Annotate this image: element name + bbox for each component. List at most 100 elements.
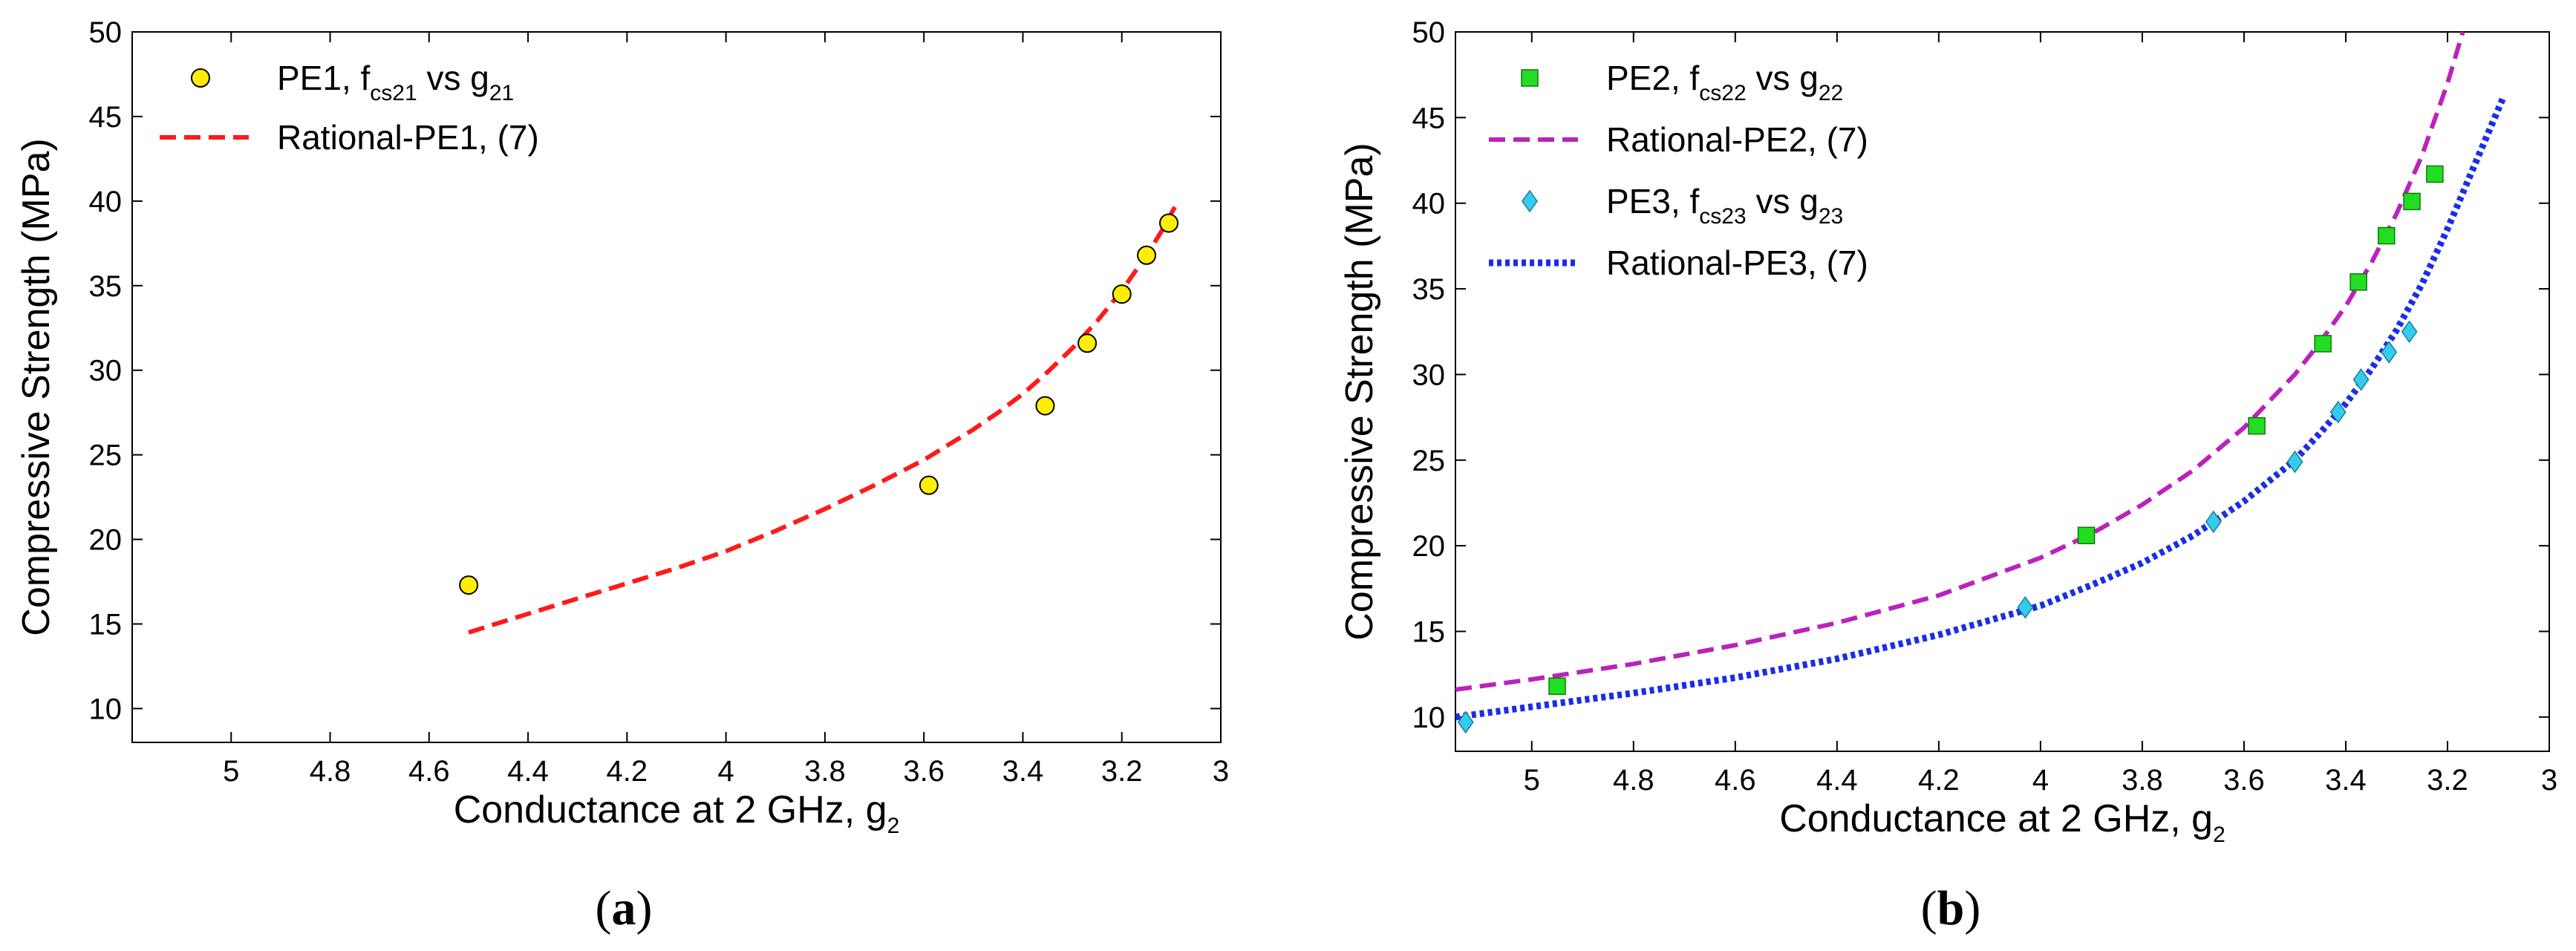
legend-marker xyxy=(1521,69,1539,87)
legend-label: PE2, fcs22 vs g22 xyxy=(1606,59,1843,105)
x-tick-label: 4.4 xyxy=(1816,764,1858,797)
y-axis-label: Compressive Strength (MPa) xyxy=(15,138,58,635)
legend-label-mid: vs g xyxy=(1747,59,1819,97)
legend-label-mid: vs g xyxy=(1747,182,1819,220)
y-tick-label: 10 xyxy=(89,693,123,725)
x-tick-label: 4.8 xyxy=(1613,764,1654,797)
data-point xyxy=(1077,333,1098,353)
y-axis-label: Compressive Strength (MPa) xyxy=(1338,143,1381,640)
data-point xyxy=(2017,595,2034,619)
panel-caption: (b) xyxy=(1921,881,1981,935)
data-point xyxy=(1035,396,1055,416)
legend-label-subscript: cs21 xyxy=(370,81,417,105)
x-axis-label: Conductance at 2 GHz, g2 xyxy=(1779,797,2226,847)
plot-frame xyxy=(1455,31,2550,752)
legend-label-subscript: cs22 xyxy=(1699,81,1746,105)
data-point xyxy=(2401,320,2418,344)
x-axis-label: Conductance at 2 GHz, g2 xyxy=(454,788,900,838)
data-point xyxy=(459,575,479,595)
panel-a: 5 4.8 4.6 4.4 4.2 4 3.8 3.6 3.4 3.2 3 10 15 20 25 30 35 4… xyxy=(15,16,1229,935)
x-tick-label: 5 xyxy=(223,755,239,788)
y-tick-label: 10 xyxy=(1412,702,1446,734)
legend-label-subscript: cs23 xyxy=(1699,204,1746,229)
panel-b: 5 4.8 4.6 4.4 4.2 4 3.8 3.6 3.4 3.2 3 10 15 20 25 30 35 4… xyxy=(1338,16,2557,935)
x-tick-label: 4 xyxy=(718,755,734,788)
legend-label: Rational-PE2, (7) xyxy=(1606,120,1868,159)
data-point xyxy=(2286,450,2303,474)
data-point xyxy=(2352,368,2370,391)
y-tick-label: 15 xyxy=(89,609,123,641)
caption-close-paren: ) xyxy=(636,881,653,935)
x-tick-label: 3.2 xyxy=(2427,764,2468,797)
legend-label-subscript-2: 23 xyxy=(1819,204,1843,229)
x-tick-label: 3.4 xyxy=(1002,755,1044,788)
x-tick-label: 3.6 xyxy=(903,755,945,788)
y-tick-label: 50 xyxy=(1412,16,1446,49)
x-tick-label: 3.2 xyxy=(1101,755,1143,788)
x-tick-label: 3 xyxy=(1213,755,1229,788)
legend-label-main: PE1, f xyxy=(277,59,371,97)
data-point xyxy=(2381,341,2398,364)
series-line-rational-pe1-7 xyxy=(468,203,1178,635)
y-tick-label: 15 xyxy=(1412,616,1446,649)
data-point xyxy=(1137,245,1157,265)
legend: PE1, fcs21 vs g21 Rational-PE1, (7) xyxy=(160,59,539,157)
legend-label: PE1, fcs21 vs g21 xyxy=(277,59,514,105)
y-tick-label: 50 xyxy=(89,16,123,49)
y-tick-label: 25 xyxy=(89,439,123,472)
x-tick-label: 4.2 xyxy=(607,755,648,788)
x-tick-label: 5 xyxy=(1524,764,1540,797)
y-tick-label: 20 xyxy=(1412,530,1446,563)
data-point xyxy=(2329,400,2347,424)
caption-letter: b xyxy=(1937,881,1965,935)
data-point xyxy=(2426,165,2444,183)
x-tick-label: 3.8 xyxy=(804,755,846,788)
x-tick-label: 3 xyxy=(2541,764,2557,797)
legend-label-main: PE2, f xyxy=(1606,59,1700,97)
caption-open-paren: ( xyxy=(596,881,612,935)
caption-close-paren: ) xyxy=(1964,881,1980,935)
legend-label: Rational-PE1, (7) xyxy=(277,118,539,157)
y-tick-label: 45 xyxy=(1412,102,1446,134)
data-point xyxy=(2378,226,2396,245)
x-tick-label: 4.2 xyxy=(1918,764,1960,797)
data-point xyxy=(919,475,939,495)
data-point xyxy=(2205,510,2222,534)
legend-label-subscript-2: 22 xyxy=(1819,81,1843,105)
x-axis-label-text: Conductance at 2 GHz, g xyxy=(1779,797,2213,840)
y-tick-label: 45 xyxy=(89,101,123,134)
x-tick-label: 3.8 xyxy=(2122,764,2163,797)
y-tick-label: 35 xyxy=(89,270,123,303)
legend-label-mid: vs g xyxy=(417,59,489,97)
x-tick-label: 4.8 xyxy=(310,755,351,788)
x-axis-label-subscript: 2 xyxy=(2213,823,2226,847)
data-point xyxy=(1159,213,1179,233)
legend-label-subscript-2: 21 xyxy=(489,81,514,105)
series-line-rational-pe2-7 xyxy=(1455,32,2465,692)
data-point xyxy=(2077,526,2096,545)
panel-caption: (a) xyxy=(596,881,653,935)
x-axis-label-subscript: 2 xyxy=(887,814,900,838)
plot-frame xyxy=(131,31,1222,743)
x-tick-label: 4.6 xyxy=(1715,764,1756,797)
y-tick-label: 35 xyxy=(1412,273,1446,306)
legend-label: Rational-PE3, (7) xyxy=(1606,244,1868,282)
data-point xyxy=(1548,677,1566,696)
x-tick-label: 3.6 xyxy=(2223,764,2265,797)
x-tick-label: 3.4 xyxy=(2325,764,2367,797)
x-tick-label: 4.4 xyxy=(507,755,549,788)
data-point xyxy=(2403,192,2421,211)
data-point xyxy=(2350,273,2367,291)
y-tick-label: 25 xyxy=(1412,445,1446,477)
y-tick-label: 20 xyxy=(89,524,123,557)
legend-label: PE3, fcs23 vs g23 xyxy=(1606,182,1843,229)
y-tick-label: 40 xyxy=(1412,188,1446,220)
y-tick-label: 40 xyxy=(89,186,123,218)
y-tick-label: 30 xyxy=(89,355,123,388)
data-point xyxy=(2314,335,2332,353)
x-tick-label: 4 xyxy=(2032,764,2049,797)
caption-open-paren: ( xyxy=(1921,881,1937,935)
legend-marker xyxy=(1522,189,1538,213)
legend-label-main: PE3, f xyxy=(1606,182,1700,220)
